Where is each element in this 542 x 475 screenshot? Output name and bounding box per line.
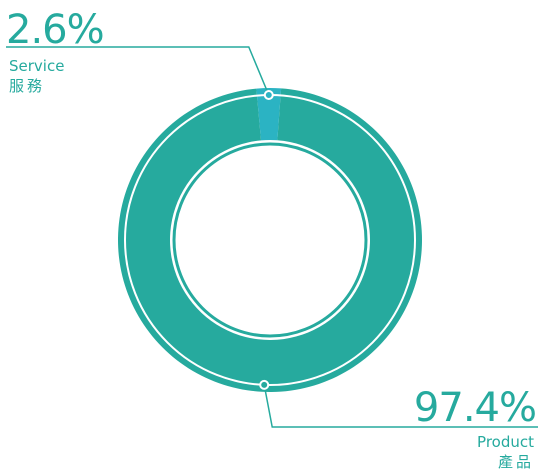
service-category-label: Service	[9, 57, 65, 75]
product-category-label: Product	[477, 433, 534, 451]
donut-slice-product	[117, 88, 422, 392]
product-percent-label: 97.4%	[413, 385, 537, 431]
service-leader-dot	[263, 90, 274, 101]
service-leader-line	[6, 46, 270, 96]
product-leader-line	[263, 384, 538, 428]
product-category-label-zh: 產品	[497, 453, 534, 471]
product-leader-dot	[259, 379, 270, 390]
inner-accent-ring	[172, 142, 368, 338]
service-percent-label: 2.6%	[6, 7, 105, 53]
service-category-label-zh: 服務	[9, 77, 46, 95]
donut-slice-service	[256, 88, 282, 141]
